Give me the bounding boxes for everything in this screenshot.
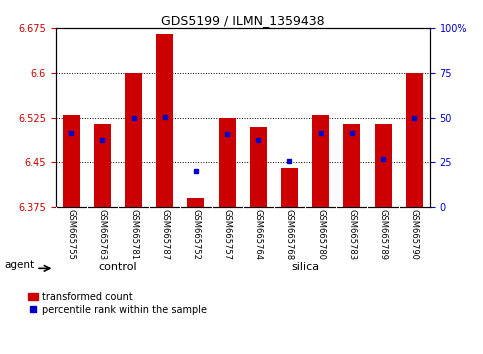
Text: control: control	[99, 262, 137, 272]
Bar	[343, 124, 360, 207]
Bar	[374, 124, 392, 207]
Bar	[156, 34, 173, 207]
Text: GSM665780: GSM665780	[316, 209, 325, 259]
Bar	[281, 169, 298, 207]
Text: GSM665781: GSM665781	[129, 209, 138, 259]
Text: silica: silica	[291, 262, 319, 272]
Bar	[218, 118, 236, 207]
Title: GDS5199 / ILMN_1359438: GDS5199 / ILMN_1359438	[161, 14, 325, 27]
Text: GSM665787: GSM665787	[160, 209, 169, 260]
Text: GSM665789: GSM665789	[379, 209, 387, 259]
Bar	[312, 115, 329, 207]
Text: GSM665764: GSM665764	[254, 209, 263, 259]
Legend: transformed count, percentile rank within the sample: transformed count, percentile rank withi…	[24, 288, 211, 319]
Bar	[187, 198, 204, 207]
Text: GSM665763: GSM665763	[98, 209, 107, 260]
Bar	[250, 127, 267, 207]
Bar	[63, 115, 80, 207]
Bar	[125, 73, 142, 207]
Text: GSM665752: GSM665752	[191, 209, 200, 259]
Text: agent: agent	[4, 260, 35, 270]
Text: GSM665790: GSM665790	[410, 209, 419, 259]
Text: GSM665755: GSM665755	[67, 209, 76, 259]
Text: GSM665783: GSM665783	[347, 209, 356, 260]
Text: GSM665757: GSM665757	[223, 209, 232, 259]
Bar	[94, 124, 111, 207]
Text: GSM665768: GSM665768	[285, 209, 294, 260]
Bar	[406, 73, 423, 207]
